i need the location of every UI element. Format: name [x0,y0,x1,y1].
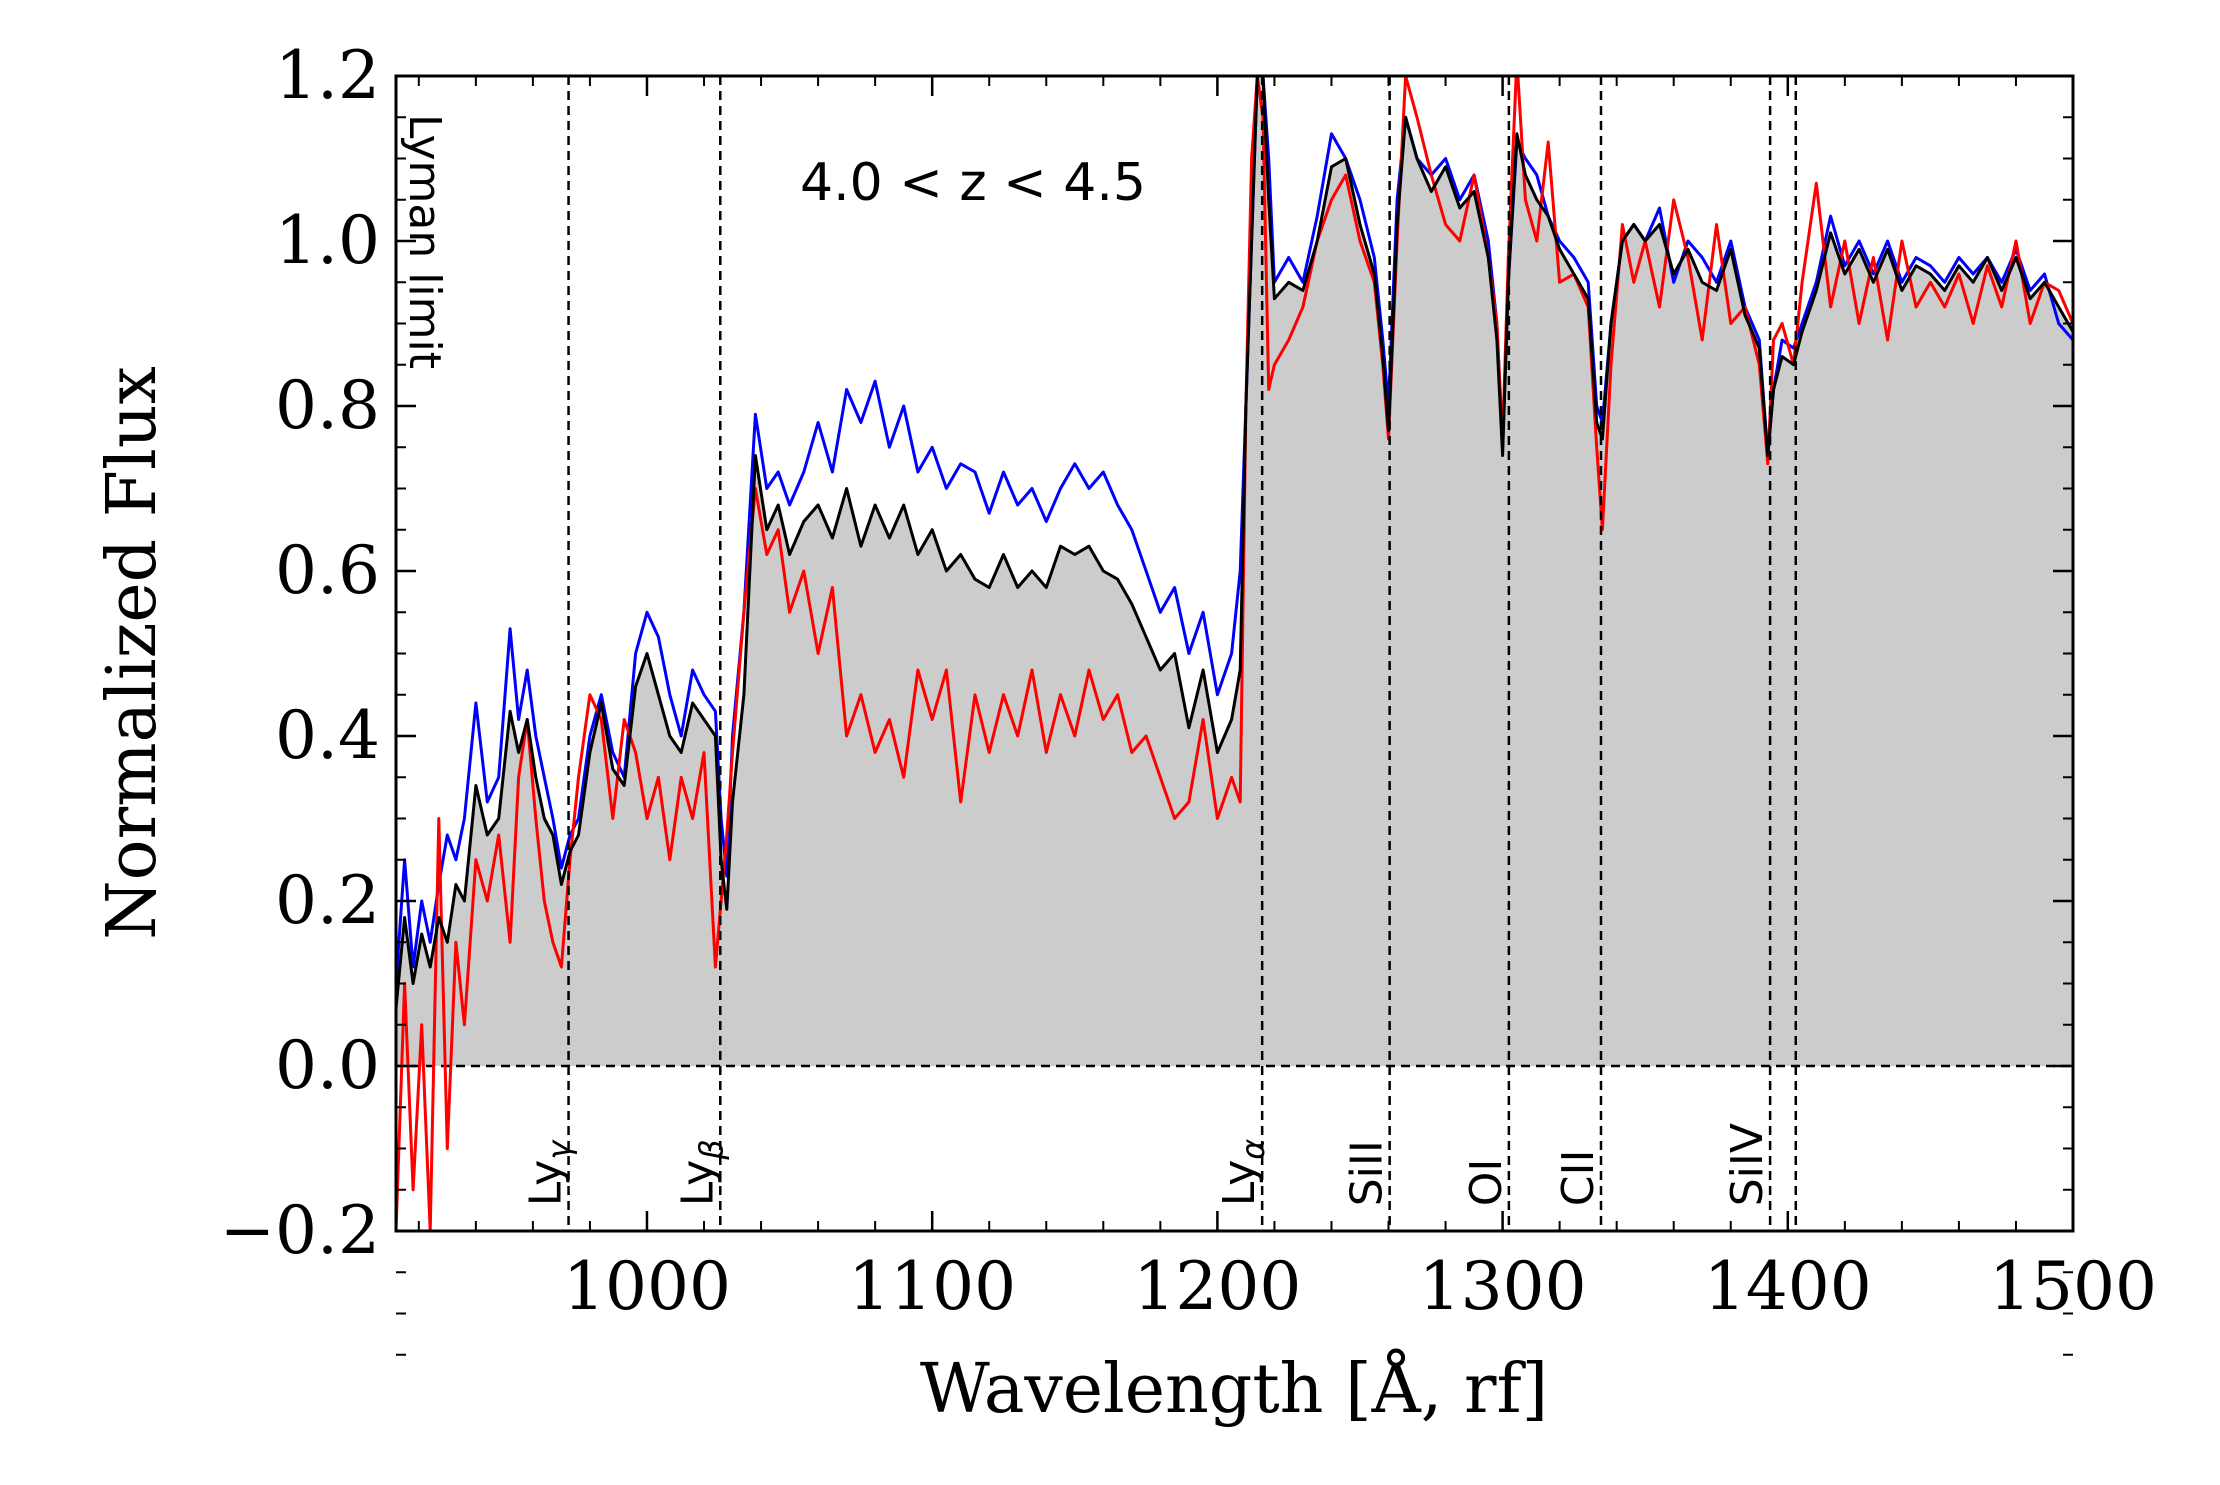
feature-label-subscript: γ [541,1139,579,1160]
flux-fill-area [396,76,2073,1066]
x-tick-label: 1200 [1133,1248,1301,1325]
plot-frame [394,74,2075,1233]
feature-label: Lyγ [521,1139,579,1207]
y-tick-label: 1.0 [275,202,380,279]
y-tick-label: 0.0 [275,1027,380,1104]
x-tick-label: 1500 [1989,1248,2157,1325]
feature-label: Lyα [1214,1139,1272,1207]
feature-label-subscript: β [692,1139,730,1160]
y-tick-label: −0.2 [220,1192,380,1269]
axis-ticks: 1000 1100 1200 1300 1400 1500 1.2 1.0 0.8 0.6 0.4 0… [220,37,2157,1356]
y-tick-label: 0.2 [275,862,380,939]
flux-fill [396,76,2073,1066]
series-lines [396,76,2073,1231]
x-tick-label: 1100 [848,1248,1016,1325]
y-tick-label: 0.6 [275,532,380,609]
x-axis-label: Wavelength [Å, rf] [920,1349,1548,1429]
x-tick-label: 1300 [1419,1248,1587,1325]
feature-label-subscript: α [1234,1139,1272,1160]
x-tick-label: 1000 [563,1248,731,1325]
feature-label: CII [1553,1150,1604,1207]
y-tick-label: 0.4 [275,697,380,774]
series-black-line [396,76,2073,1009]
x-tick-label: 1400 [1704,1248,1872,1325]
feature-label: OI [1461,1159,1512,1207]
y-tick-label: 1.2 [275,37,380,114]
feature-label: SiIV [1722,1123,1773,1206]
y-axis-label: Normalized Flux [93,366,172,940]
redshift-annotation: 4.0 < z < 4.5 [800,153,1146,213]
y-tick-label: 0.8 [275,367,380,444]
feature-label: SiII [1342,1140,1393,1206]
feature-label: Lyβ [672,1139,730,1206]
